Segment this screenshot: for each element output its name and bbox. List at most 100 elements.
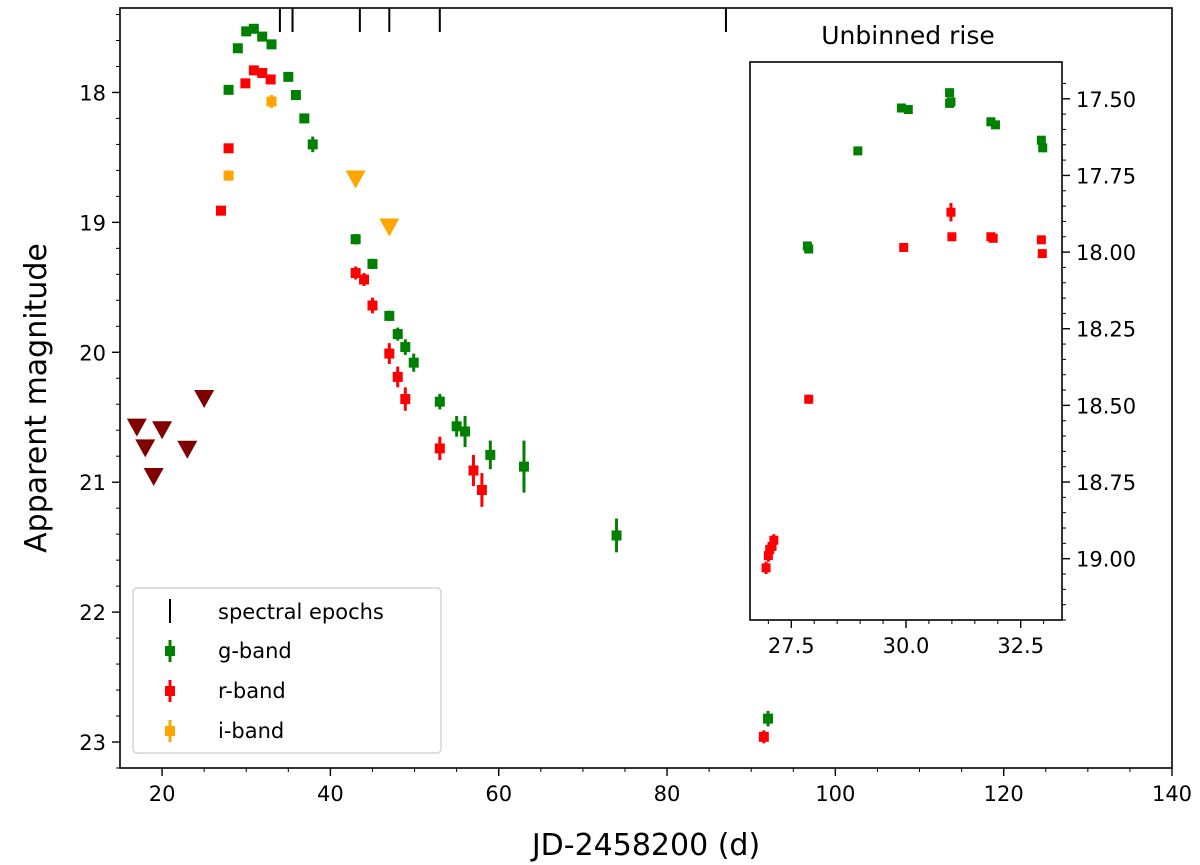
y-axis-label: Apparent magnitude xyxy=(19,243,54,553)
inset-title: Unbinned rise xyxy=(821,21,994,50)
inset-y-tick-label: 18.25 xyxy=(1076,318,1136,342)
legend-spectral-epochs-label: spectral epochs xyxy=(218,600,384,624)
g-band-point xyxy=(518,461,529,472)
g-band-point xyxy=(384,310,395,321)
inset-g-band-point xyxy=(986,117,996,127)
y-tick-label: 22 xyxy=(79,601,106,625)
inset-g-band-point xyxy=(903,105,913,115)
g-band-point xyxy=(451,421,462,432)
main-plot-frame xyxy=(119,7,1173,769)
inset-g-band-point xyxy=(804,244,814,254)
main-plot-axes: 20 40 60 80 100 120 140 18 19 20 21 22 23 JD-2458200 … xyxy=(19,7,1192,863)
g-band-point xyxy=(223,84,234,95)
pre-explosion-upper-limits-point xyxy=(194,390,215,409)
x-axis-label: JD-2458200 (d) xyxy=(530,828,760,863)
r-band-point xyxy=(215,205,226,216)
inset-g-band-point xyxy=(946,97,956,107)
r-band-point xyxy=(257,67,268,78)
pre-explosion-upper-limits-point xyxy=(143,467,164,486)
x-tick-label: 20 xyxy=(149,782,176,806)
inset-r-band-point xyxy=(946,207,956,217)
legend-box xyxy=(132,587,442,754)
i-band-upper-limits-point xyxy=(379,218,400,237)
r-band-point xyxy=(240,78,251,89)
g-band-point xyxy=(611,530,622,541)
r-band-point xyxy=(350,268,361,279)
inset-r-band-point xyxy=(761,563,771,573)
g-band-point xyxy=(257,31,268,42)
pre-explosion-upper-limits-point xyxy=(126,418,147,437)
g-band-point xyxy=(460,426,471,437)
x-tick-label: 140 xyxy=(1152,782,1192,806)
r-band-point xyxy=(476,484,487,495)
inset-y-tick-label: 18.50 xyxy=(1076,394,1136,418)
r-band-point xyxy=(384,348,395,359)
pre-explosion-upper-limits-point xyxy=(152,421,173,440)
legend-i-band-label: i-band xyxy=(218,719,284,743)
g-band-point xyxy=(299,113,310,124)
r-band-point xyxy=(758,731,769,742)
inset-background xyxy=(750,62,1062,620)
g-band-point xyxy=(232,43,243,54)
inset-x-tick-label: 30.0 xyxy=(883,634,930,658)
g-band-point xyxy=(400,342,411,353)
x-tick-label: 40 xyxy=(317,782,344,806)
pre-explosion-upper-limits-point xyxy=(177,440,198,459)
i-band-upper-limits-point xyxy=(345,170,366,189)
x-tick-label: 60 xyxy=(485,782,512,806)
inset-y-tick-label: 18.75 xyxy=(1076,471,1136,495)
y-tick-label: 23 xyxy=(79,731,106,755)
legend-r-band-marker xyxy=(165,686,175,696)
r-band-point xyxy=(392,371,403,382)
legend-g-band-label: g-band xyxy=(218,639,292,663)
inset-y-tick-label: 17.75 xyxy=(1076,164,1136,188)
inset-r-band-point xyxy=(767,541,777,551)
g-band-point xyxy=(434,396,445,407)
legend-r-band-label: r-band xyxy=(218,679,286,703)
g-band-point xyxy=(367,258,378,269)
inset-g-band-point xyxy=(896,103,906,113)
inset-y-tick-label: 18.00 xyxy=(1076,241,1136,265)
r-band-point xyxy=(434,443,445,454)
legend-g-band-marker xyxy=(165,646,175,656)
r-band-point xyxy=(223,143,234,154)
g-band-point xyxy=(350,234,361,245)
i-band-point xyxy=(266,96,277,107)
g-band-point xyxy=(408,357,419,368)
r-band-point xyxy=(367,300,378,311)
y-tick-label: 20 xyxy=(79,341,106,365)
y-tick-label: 21 xyxy=(79,471,106,495)
inset-g-band-point xyxy=(990,120,1000,130)
pre-explosion-upper-limits-point xyxy=(135,439,156,458)
legend-i-band-marker xyxy=(165,726,175,736)
i-band-point xyxy=(223,170,234,181)
g-band-point xyxy=(283,71,294,82)
inset-g-band-point xyxy=(945,88,955,98)
inset-r-band-point xyxy=(1037,249,1047,259)
g-band-point xyxy=(763,713,774,724)
inset-plot: Unbinned rise 27.5 30.0 32.5 17.50 17.75 18.00… xyxy=(749,21,1136,658)
main-plot-data xyxy=(126,8,774,744)
inset-x-tick-label: 27.5 xyxy=(768,634,815,658)
x-tick-label: 100 xyxy=(815,782,855,806)
x-tick-label: 120 xyxy=(984,782,1024,806)
inset-r-band-point xyxy=(947,232,957,242)
g-band-point xyxy=(248,23,259,34)
r-band-point xyxy=(400,394,411,405)
g-band-point xyxy=(290,90,301,101)
g-band-point xyxy=(392,329,403,340)
inset-y-tick-label: 17.50 xyxy=(1076,88,1136,112)
g-band-point xyxy=(307,139,318,150)
inset-x-tick-label: 32.5 xyxy=(997,634,1044,658)
r-band-point xyxy=(248,65,259,76)
r-band-point xyxy=(359,274,370,285)
g-band-point xyxy=(266,39,277,50)
r-band-point xyxy=(468,465,479,476)
x-tick-label: 80 xyxy=(654,782,681,806)
y-tick-label: 18 xyxy=(79,81,106,105)
inset-y-tick-label: 19.00 xyxy=(1076,548,1136,572)
inset-g-band-point xyxy=(1038,143,1048,153)
r-band-point xyxy=(265,74,276,85)
inset-g-band-point xyxy=(1036,135,1046,145)
